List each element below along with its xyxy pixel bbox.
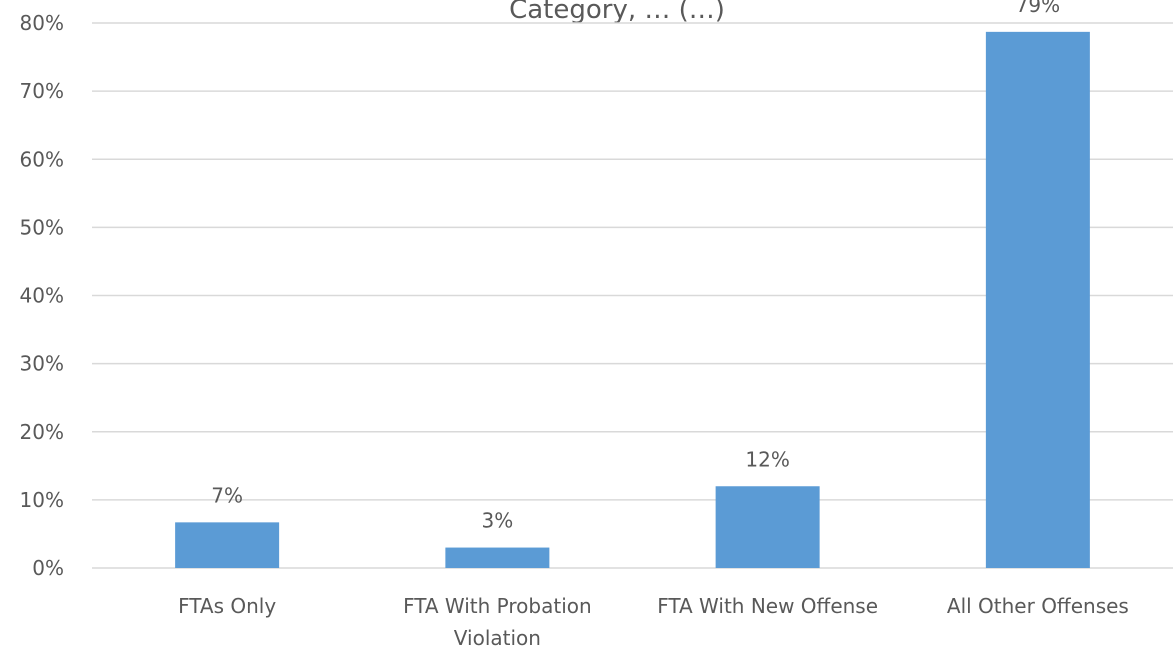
data-labels: 7% 3% 12% 79% <box>211 0 1060 533</box>
y-tick-label: 80% <box>20 11 64 35</box>
x-category-label: FTA With Probation <box>403 594 592 618</box>
bars <box>175 31 1090 568</box>
y-tick-label: 30% <box>20 352 64 376</box>
data-label: 7% <box>211 483 243 507</box>
gridlines <box>92 22 1173 569</box>
y-tick-label: 10% <box>20 488 64 512</box>
y-tick-label: 0% <box>32 556 64 580</box>
data-label: 3% <box>482 509 514 533</box>
bar-1 <box>445 547 550 568</box>
y-tick-label: 50% <box>20 215 64 239</box>
data-label: 12% <box>745 447 789 471</box>
y-tick-label: 60% <box>20 147 64 171</box>
data-label: 79% <box>1016 0 1060 17</box>
bar-3 <box>985 31 1090 568</box>
y-tick-label: 70% <box>20 79 64 103</box>
x-category-label: Violation <box>454 626 541 650</box>
y-tick-label: 40% <box>20 284 64 308</box>
chart-title: Category, … (…) <box>509 0 725 25</box>
bar-0 <box>175 522 280 568</box>
y-axis-ticks: 0% 10% 20% 30% 40% 50% 60% 70% 80% <box>20 11 64 580</box>
y-tick-label: 20% <box>20 420 64 444</box>
bar-2 <box>715 486 820 568</box>
x-category-label: FTA With New Offense <box>657 594 878 618</box>
x-axis-categories: FTAs Only FTA With Probation Violation FTA … <box>178 594 1129 650</box>
x-category-label: FTAs Only <box>178 594 276 618</box>
x-category-label: All Other Offenses <box>947 594 1129 618</box>
